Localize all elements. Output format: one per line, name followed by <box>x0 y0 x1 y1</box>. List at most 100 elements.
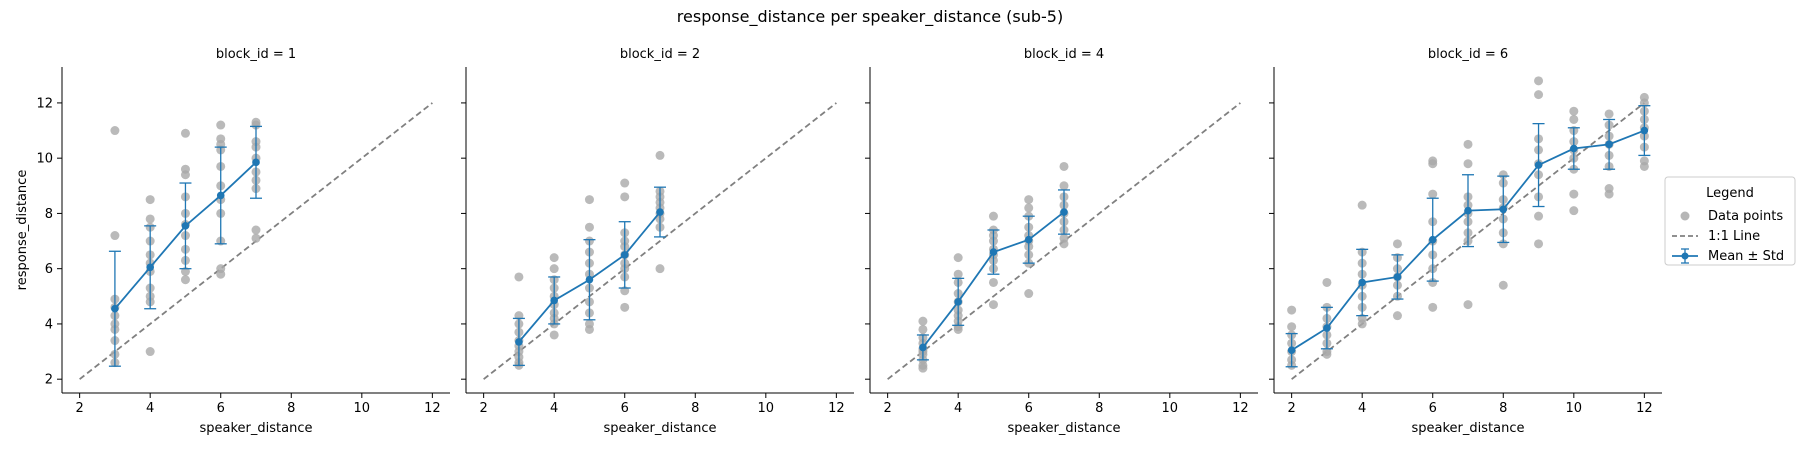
x-tick-label: 12 <box>1636 401 1653 416</box>
panels: block_id = 1 2 4 6 8 10 12 2 4 6 8 10 12 speaker_dist… <box>15 47 1662 436</box>
data-point <box>953 253 963 263</box>
mean-marker <box>111 304 119 313</box>
x-axis-label: speaker_distance <box>200 421 313 436</box>
figure-title: response_distance per speaker_distance (… <box>677 7 1063 27</box>
legend-identity-line-label: 1:1 Line <box>1708 229 1760 244</box>
data-point <box>216 120 226 130</box>
legend-data-points-label: Data points <box>1708 209 1783 224</box>
data-point <box>1498 170 1508 180</box>
data-point <box>1534 211 1544 221</box>
data-point <box>1498 239 1508 249</box>
x-tick-label: 2 <box>479 401 487 416</box>
x-tick-label: 6 <box>621 401 629 416</box>
x-tick-label: 4 <box>1358 401 1366 416</box>
data-point <box>1357 200 1367 210</box>
mean-marker <box>1640 126 1649 135</box>
x-tick-label: 4 <box>146 401 154 416</box>
y-tick-label: 4 <box>45 317 53 332</box>
y-axis-label: response_distance <box>15 170 30 291</box>
legend: Legend Data points 1:1 Line Mean ± Std <box>1664 176 1796 266</box>
data-point <box>145 347 155 357</box>
legend-frame <box>1664 176 1796 266</box>
mean-marker <box>146 263 154 272</box>
data-point <box>655 264 665 274</box>
data-point <box>110 231 120 241</box>
data-point <box>549 253 559 263</box>
x-tick-label: 6 <box>1025 401 1033 416</box>
data-point <box>620 302 630 312</box>
data-point <box>1287 305 1297 315</box>
y-tick-label: 8 <box>45 207 53 222</box>
x-tick-label: 8 <box>691 401 699 416</box>
data-point <box>1604 189 1614 199</box>
data-point <box>1569 206 1579 216</box>
mean-marker <box>1570 144 1578 153</box>
x-axis-label: speaker_distance <box>1008 421 1121 436</box>
mean-marker <box>515 338 523 346</box>
data-point <box>1059 181 1069 191</box>
data-point <box>216 269 226 279</box>
data-point <box>1357 319 1367 329</box>
mean-marker <box>1428 235 1437 244</box>
data-point <box>1569 189 1579 199</box>
data-point <box>110 126 120 136</box>
mean-marker <box>550 296 558 305</box>
mean-marker <box>620 251 629 259</box>
x-tick-label: 10 <box>1162 401 1179 416</box>
x-tick-label: 12 <box>828 401 845 416</box>
x-tick-label: 2 <box>75 401 83 416</box>
mean-marker <box>1323 324 1331 332</box>
data-point <box>988 211 998 221</box>
data-point <box>251 120 261 130</box>
mean-marker <box>1464 206 1472 215</box>
data-point <box>1534 76 1544 86</box>
panel-3: block_id = 4 2 4 6 8 10 12 speaker_distance <box>865 47 1258 436</box>
data-point <box>1428 189 1438 199</box>
x-tick-label: 8 <box>287 401 295 416</box>
mean-marker <box>216 191 225 200</box>
data-point <box>988 300 998 310</box>
data-point <box>1534 239 1544 249</box>
data-point <box>1428 159 1438 169</box>
data-point <box>1569 114 1579 124</box>
mean-marker <box>919 343 927 352</box>
x-axis-label: speaker_distance <box>1412 421 1525 436</box>
mean-marker <box>656 208 664 216</box>
x-tick-label: 2 <box>1287 401 1295 416</box>
data-point <box>1463 139 1473 149</box>
identity-line <box>483 102 837 380</box>
data-point <box>251 225 261 235</box>
data-point <box>953 269 963 279</box>
data-point <box>251 233 261 243</box>
y-tick-label: 2 <box>45 373 53 388</box>
data-point <box>1024 195 1034 205</box>
mean-marker <box>1499 205 1508 214</box>
data-point <box>918 363 928 373</box>
panel-2: block_id = 2 2 4 6 8 10 12 speaker_distance <box>461 47 854 436</box>
data-point <box>620 178 630 188</box>
x-axis-label: speaker_distance <box>604 421 717 436</box>
mean-marker <box>1534 161 1543 169</box>
panel-4: block_id = 6 2 4 6 8 10 12 speaker_distance <box>1269 47 1662 436</box>
data-point <box>953 324 963 334</box>
legend-title: Legend <box>1706 186 1754 201</box>
data-point <box>1287 322 1297 332</box>
data-point <box>655 150 665 160</box>
data-point <box>1498 280 1508 290</box>
mean-marker <box>954 298 962 306</box>
data-point <box>584 195 594 205</box>
mean-marker <box>1393 273 1402 281</box>
legend-mean-label: Mean ± Std <box>1708 249 1784 264</box>
panel-title: block_id = 6 <box>1428 47 1508 62</box>
mean-marker <box>989 248 998 256</box>
data-point <box>549 330 559 340</box>
x-tick-label: 10 <box>354 401 371 416</box>
x-tick-label: 8 <box>1095 401 1103 416</box>
data-point <box>514 272 524 282</box>
data-point <box>1024 203 1034 213</box>
data-point <box>1604 109 1614 119</box>
x-tick-label: 10 <box>1566 401 1583 416</box>
data-point <box>1059 161 1069 171</box>
data-point <box>1392 311 1402 321</box>
